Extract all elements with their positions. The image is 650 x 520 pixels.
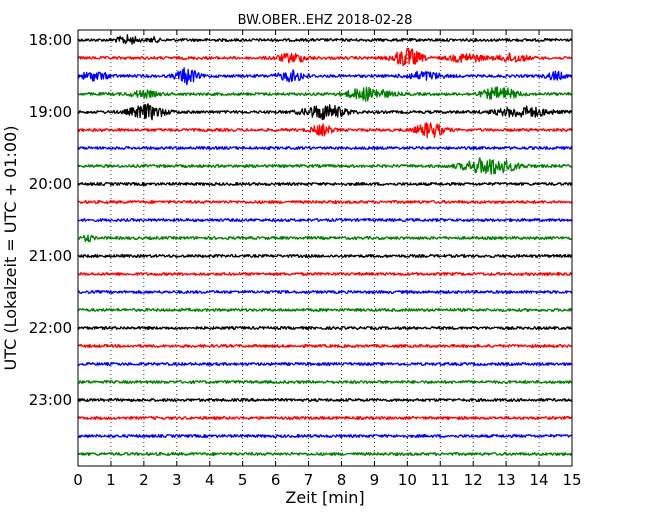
x-tick-label: 15 xyxy=(562,471,581,489)
x-tick-label: 7 xyxy=(304,471,314,489)
trace-line xyxy=(77,379,573,385)
x-tick-label: 9 xyxy=(370,471,380,489)
x-tick-label: 0 xyxy=(73,471,83,489)
x-axis-label: Zeit [min] xyxy=(285,488,364,507)
x-tick-label: 10 xyxy=(398,471,417,489)
y-tick-label: 20:00 xyxy=(29,175,72,193)
plot-frame xyxy=(77,29,573,467)
trace-line xyxy=(77,86,573,102)
grid-lines xyxy=(110,30,540,466)
trace-line xyxy=(77,433,573,439)
x-tick-label: 6 xyxy=(271,471,281,489)
trace-line xyxy=(77,103,573,121)
trace-line xyxy=(77,271,573,277)
x-tick-label: 4 xyxy=(205,471,215,489)
trace-line xyxy=(77,34,573,45)
x-tick-label: 12 xyxy=(464,471,483,489)
x-tick-label: 3 xyxy=(172,471,182,489)
trace-line xyxy=(77,253,573,259)
trace-line xyxy=(77,451,573,457)
trace-line xyxy=(77,145,573,151)
x-tick-label: 1 xyxy=(106,471,116,489)
x-tick-label: 11 xyxy=(431,471,450,489)
y-tick-label: 21:00 xyxy=(29,247,72,265)
trace-line xyxy=(77,415,573,421)
plot-area xyxy=(78,30,572,466)
trace-line xyxy=(77,307,573,313)
trace-line xyxy=(77,397,573,403)
trace-line xyxy=(77,157,573,175)
y-tick-label: 18:00 xyxy=(29,31,72,49)
trace-line xyxy=(77,122,573,139)
y-tick-label: 19:00 xyxy=(29,103,72,121)
seismic-traces xyxy=(77,34,573,457)
x-tick-label: 14 xyxy=(530,471,549,489)
y-axis-ticks: 18:00 19:00 20:00 21:00 22:00 23:00 xyxy=(29,31,572,409)
y-tick-label: 23:00 xyxy=(29,391,72,409)
x-tick-label: 2 xyxy=(139,471,149,489)
x-tick-label: 8 xyxy=(337,471,347,489)
trace-line xyxy=(77,199,573,205)
trace-line xyxy=(77,67,573,86)
trace-line xyxy=(77,181,573,187)
x-tick-label: 13 xyxy=(497,471,516,489)
trace-line xyxy=(77,343,573,349)
trace-line xyxy=(77,289,573,295)
trace-line xyxy=(77,217,573,223)
x-axis-ticks: 0 1 2 3 4 5 6 7 8 9 10 11 12 13 14 15 xyxy=(73,30,582,489)
y-axis-label: UTC (Lokalzeit = UTC + 01:00) xyxy=(1,126,20,371)
trace-line xyxy=(77,234,573,243)
trace-line xyxy=(77,361,573,367)
trace-line xyxy=(77,325,573,331)
trace-line xyxy=(77,47,573,67)
chart-title: BW.OBER..EHZ 2018-02-28 xyxy=(238,13,413,28)
y-tick-label: 22:00 xyxy=(29,319,72,337)
x-tick-label: 5 xyxy=(238,471,248,489)
